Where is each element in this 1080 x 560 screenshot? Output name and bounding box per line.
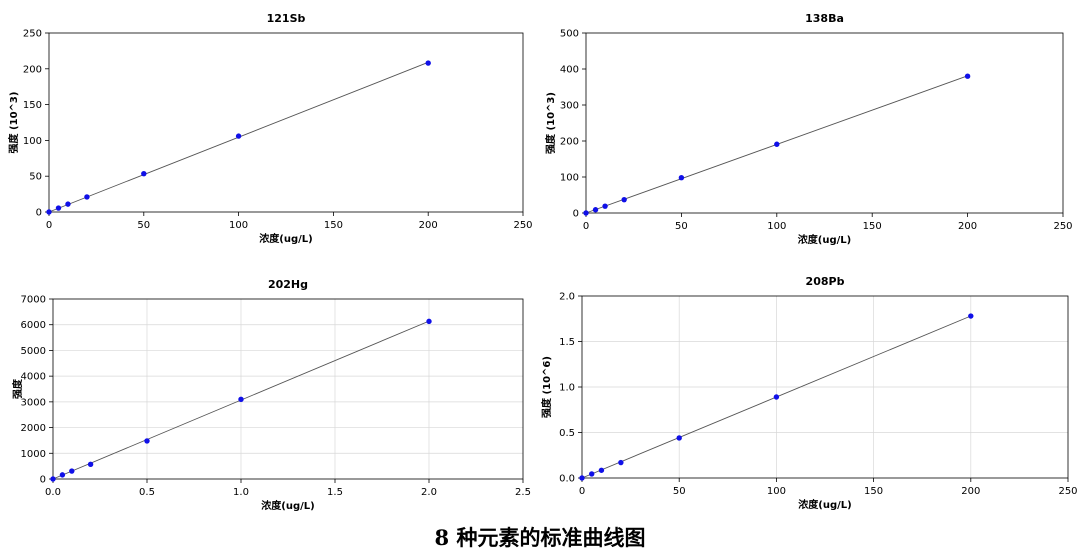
x-tick-label: 2.5 xyxy=(515,487,531,498)
y-tick-label: 6000 xyxy=(21,320,46,331)
data-point xyxy=(65,201,71,207)
y-tick-label: 200 xyxy=(560,137,579,148)
x-tick-label: 0 xyxy=(579,486,585,497)
y-tick-label: 200 xyxy=(23,64,42,75)
y-tick-label: 250 xyxy=(23,29,42,40)
data-point xyxy=(84,194,90,200)
x-tick-label: 150 xyxy=(863,221,882,232)
x-axis-label: 浓度(ug/L) xyxy=(798,233,851,246)
data-point xyxy=(618,459,624,466)
x-tick-label: 200 xyxy=(419,220,438,231)
x-tick-label: 200 xyxy=(961,486,980,497)
data-point xyxy=(676,435,682,441)
x-tick-label: 0 xyxy=(46,220,52,231)
data-point xyxy=(59,472,66,478)
data-point xyxy=(46,209,52,215)
data-point xyxy=(592,207,599,213)
y-tick-label: 1.0 xyxy=(559,383,575,394)
data-point xyxy=(238,396,244,402)
data-point xyxy=(50,476,56,482)
chart-202Hg: 0.0 0.5 1.0 1.5 2.0 2.5 0 1000 2000 3000 4000 5000 6… xyxy=(11,278,531,512)
chart-title: 208Pb xyxy=(806,275,845,288)
y-tick-label: 5000 xyxy=(21,346,46,357)
x-tick-label: 0 xyxy=(583,221,589,232)
y-tick-label: 3000 xyxy=(21,397,46,408)
x-axis-label: 浓度(ug/L) xyxy=(259,232,312,245)
x-tick-label: 1.5 xyxy=(327,487,343,498)
x-tick-label: 0.0 xyxy=(45,487,61,498)
x-tick-label: 100 xyxy=(767,221,786,232)
y-tick-label: 300 xyxy=(560,101,579,112)
data-point xyxy=(141,170,147,177)
x-tick-label: 50 xyxy=(675,221,688,232)
chart-title: 138Ba xyxy=(805,12,844,25)
data-point xyxy=(589,471,595,477)
data-point xyxy=(87,461,94,468)
x-tick-label: 250 xyxy=(1053,221,1072,232)
chart-title: 202Hg xyxy=(268,278,308,291)
x-tick-label: 100 xyxy=(229,220,248,231)
data-point xyxy=(774,141,780,147)
y-tick-label: 50 xyxy=(29,172,42,183)
x-axis-label: 浓度(ug/L) xyxy=(798,498,851,511)
data-point xyxy=(579,475,585,481)
data-point xyxy=(55,205,62,211)
data-point xyxy=(773,394,780,400)
plot-frame xyxy=(585,32,1064,214)
y-tick-label: 0.0 xyxy=(559,474,575,485)
y-tick-label: 1.5 xyxy=(559,337,575,348)
data-point xyxy=(426,318,432,325)
plot-frame xyxy=(52,298,524,480)
x-tick-label: 50 xyxy=(673,486,686,497)
x-tick-label: 0.5 xyxy=(139,487,155,498)
data-point xyxy=(968,313,974,319)
y-tick-label: 1000 xyxy=(21,449,46,460)
chart-title: 121Sb xyxy=(267,12,306,25)
x-tick-label: 50 xyxy=(137,220,150,231)
chart-121Sb: 0 50 100 150 200 250 0 50 100 150 200 250 121Sb 浓度(ug… xyxy=(7,12,533,245)
x-tick-label: 150 xyxy=(324,220,343,231)
plot-frame xyxy=(48,32,524,213)
y-tick-label: 0 xyxy=(573,209,579,220)
x-axis-label: 浓度(ug/L) xyxy=(261,499,314,512)
data-point xyxy=(621,196,627,203)
data-point xyxy=(425,60,431,66)
y-tick-label: 100 xyxy=(560,173,579,184)
y-tick-label: 4000 xyxy=(21,372,46,383)
data-point xyxy=(69,468,75,474)
data-point xyxy=(235,133,242,139)
y-tick-label: 0.5 xyxy=(559,428,575,439)
y-tick-label: 7000 xyxy=(21,295,46,306)
data-point xyxy=(678,175,685,181)
x-tick-label: 1.0 xyxy=(233,487,249,498)
y-tick-label: 400 xyxy=(560,65,579,76)
x-tick-label: 250 xyxy=(1058,486,1077,497)
y-tick-label: 150 xyxy=(23,100,42,111)
y-tick-label: 2.0 xyxy=(559,292,575,303)
y-tick-label: 0 xyxy=(40,475,46,486)
y-axis-label: 强度 (10^6) xyxy=(540,356,553,418)
chart-138Ba: 0 50 100 150 200 250 0 100 200 300 400 500 138Ba 浓度(u… xyxy=(544,12,1073,246)
y-tick-label: 2000 xyxy=(21,423,46,434)
y-axis-label: 强度 xyxy=(11,378,24,399)
data-point xyxy=(602,203,608,209)
y-tick-label: 100 xyxy=(23,136,42,147)
x-tick-label: 100 xyxy=(767,486,786,497)
y-axis-label: 强度 (10^3) xyxy=(544,92,557,154)
data-point xyxy=(964,73,971,79)
x-tick-label: 250 xyxy=(513,220,532,231)
y-tick-label: 0 xyxy=(36,208,42,219)
figure-caption: 8 种元素的标准曲线图 xyxy=(434,525,646,550)
data-point xyxy=(583,210,589,216)
data-point xyxy=(598,467,605,473)
x-tick-label: 2.0 xyxy=(421,487,437,498)
data-point xyxy=(144,438,150,444)
y-tick-label: 500 xyxy=(560,29,579,40)
x-tick-label: 150 xyxy=(864,486,883,497)
chart-208Pb: 0 50 100 150 200 250 0.0 0.5 1.0 1.5 2.0 208Pb 浓度(ug… xyxy=(540,275,1078,511)
x-tick-label: 200 xyxy=(958,221,977,232)
y-axis-label: 强度 (10^3) xyxy=(7,92,20,154)
